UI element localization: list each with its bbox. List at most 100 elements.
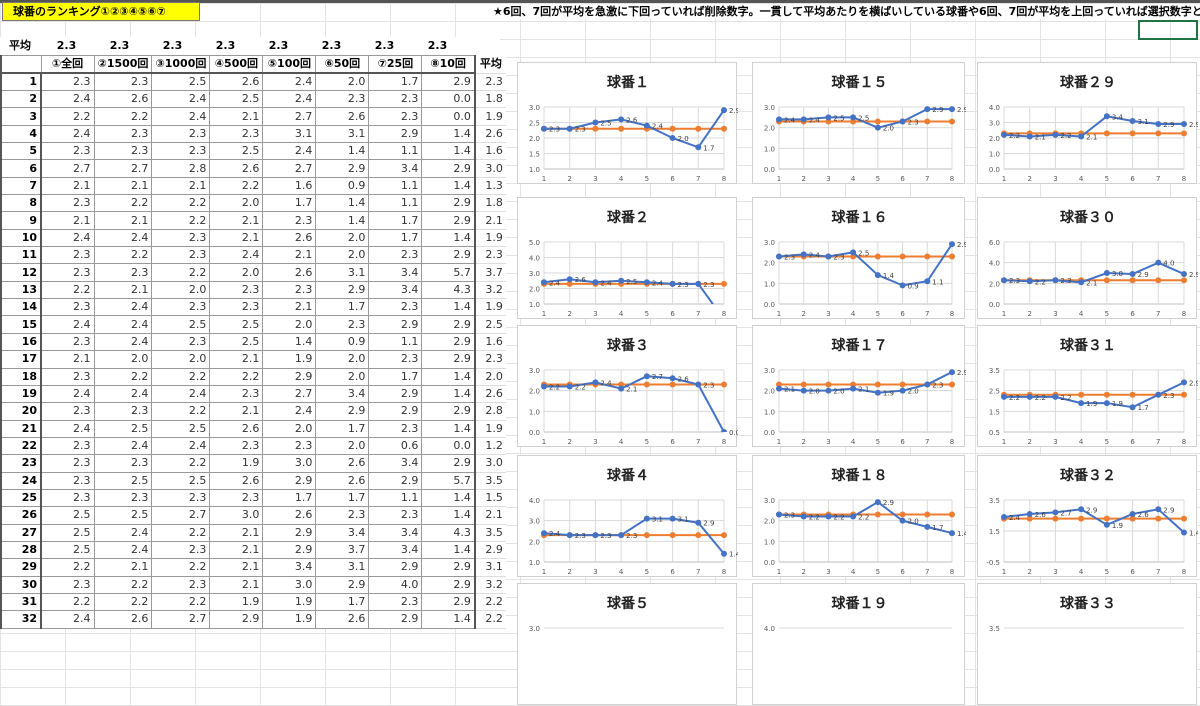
value-cell[interactable]: 2.5 bbox=[40, 506, 95, 525]
value-cell[interactable]: 2.3 bbox=[315, 315, 370, 334]
value-cell[interactable]: 2.2 bbox=[93, 592, 153, 612]
value-cell[interactable]: 2.5 bbox=[209, 142, 264, 161]
value-cell[interactable]: 3.4 bbox=[368, 454, 423, 473]
value-cell[interactable]: 2.6 bbox=[315, 471, 370, 490]
line-chart[interactable]: 球番３ 0.0 1.0 2.0 3.0 1 2 3 4 5 6 7 8 2.2 2.2 2.4 2.1 2.7 2.… bbox=[517, 325, 738, 447]
value-cell[interactable]: 2.3 bbox=[209, 488, 264, 508]
value-cell[interactable]: 1.1 bbox=[368, 176, 423, 196]
value-cell[interactable]: 2.5 bbox=[151, 315, 211, 334]
value-cell[interactable]: 2.1 bbox=[93, 558, 153, 577]
value-cell[interactable]: 2.3 bbox=[315, 89, 370, 109]
value-cell[interactable]: 2.3 bbox=[40, 142, 95, 161]
row-number-cell[interactable]: 7 bbox=[0, 176, 42, 196]
row-number-cell[interactable]: 1 bbox=[0, 72, 42, 91]
value-cell[interactable]: 2.2 bbox=[151, 558, 211, 577]
value-cell[interactable]: 2.1 bbox=[209, 228, 264, 248]
row-average-cell[interactable]: 1.5 bbox=[474, 489, 506, 508]
row-number-cell[interactable]: 9 bbox=[0, 211, 42, 230]
value-cell[interactable]: 5.7 bbox=[421, 263, 476, 282]
value-cell[interactable]: 2.2 bbox=[40, 592, 95, 612]
row-average-cell[interactable]: 3.5 bbox=[474, 472, 506, 490]
value-cell[interactable]: 1.4 bbox=[421, 384, 476, 404]
value-cell[interactable]: 2.0 bbox=[315, 72, 370, 91]
value-cell[interactable]: 2.4 bbox=[93, 436, 153, 456]
row-number-cell[interactable]: 18 bbox=[0, 367, 42, 386]
value-cell[interactable]: 1.7 bbox=[368, 228, 423, 248]
value-cell[interactable]: 1.4 bbox=[421, 506, 476, 525]
row-average-cell[interactable]: 3.5 bbox=[474, 524, 506, 542]
value-cell[interactable]: 1.9 bbox=[262, 350, 317, 369]
value-cell[interactable]: 2.9 bbox=[368, 384, 423, 404]
row-number-cell[interactable]: 29 bbox=[0, 558, 42, 577]
value-cell[interactable]: 1.4 bbox=[315, 142, 370, 161]
value-cell[interactable]: 2.8 bbox=[151, 159, 211, 178]
value-cell[interactable]: 2.7 bbox=[151, 506, 211, 525]
row-number-cell[interactable]: 17 bbox=[0, 350, 42, 369]
value-cell[interactable]: 2.2 bbox=[93, 107, 153, 126]
value-cell[interactable]: 2.3 bbox=[93, 72, 153, 91]
value-cell[interactable]: 2.4 bbox=[209, 246, 264, 265]
value-cell[interactable]: 3.1 bbox=[315, 124, 370, 144]
value-cell[interactable]: 2.3 bbox=[368, 506, 423, 525]
value-cell[interactable]: 2.7 bbox=[262, 384, 317, 404]
value-cell[interactable]: 2.2 bbox=[151, 367, 211, 386]
value-cell[interactable]: 2.2 bbox=[209, 176, 264, 196]
value-cell[interactable]: 3.4 bbox=[368, 159, 423, 178]
value-cell[interactable]: 2.0 bbox=[315, 436, 370, 456]
row-number-cell[interactable]: 13 bbox=[0, 280, 42, 300]
value-cell[interactable]: 2.3 bbox=[262, 436, 317, 456]
value-cell[interactable]: 2.6 bbox=[315, 107, 370, 126]
value-cell[interactable]: 2.4 bbox=[93, 523, 153, 542]
value-cell[interactable]: 2.1 bbox=[151, 176, 211, 196]
value-cell[interactable]: 3.4 bbox=[262, 558, 317, 577]
value-cell[interactable]: 2.2 bbox=[151, 592, 211, 612]
row-number-cell[interactable]: 28 bbox=[0, 540, 42, 560]
column-header[interactable]: 平均 bbox=[474, 55, 506, 74]
row-average-cell[interactable]: 2.2 bbox=[474, 610, 506, 629]
line-chart[interactable]: 球番３２ -0.5 1.5 3.5 1 2 3 4 5 6 7 8 2.4 2.6 2.7 2.9 1.9 2.6… bbox=[977, 455, 1198, 577]
value-cell[interactable]: 2.9 bbox=[421, 159, 476, 178]
value-cell[interactable]: 2.0 bbox=[262, 419, 317, 438]
row-number-cell[interactable]: 31 bbox=[0, 592, 42, 612]
line-chart[interactable]: 球番２９ 0.0 1.0 2.0 3.0 4.0 1 2 3 4 5 6 7 8 2.2 2.1 2.2 2.1 3… bbox=[977, 62, 1198, 184]
value-cell[interactable]: 2.7 bbox=[262, 159, 317, 178]
value-cell[interactable]: 2.6 bbox=[262, 228, 317, 248]
row-average-cell[interactable]: 2.6 bbox=[474, 125, 506, 144]
value-cell[interactable]: 1.1 bbox=[368, 194, 423, 213]
row-number-cell[interactable]: 32 bbox=[0, 610, 42, 629]
value-cell[interactable]: 2.6 bbox=[262, 506, 317, 525]
value-cell[interactable]: 2.3 bbox=[368, 419, 423, 438]
value-cell[interactable]: 1.7 bbox=[368, 72, 423, 91]
value-cell[interactable]: 3.1 bbox=[315, 558, 370, 577]
row-number-cell[interactable]: 22 bbox=[0, 436, 42, 456]
value-cell[interactable]: 2.5 bbox=[93, 506, 153, 525]
value-cell[interactable]: 2.3 bbox=[368, 107, 423, 126]
row-number-cell[interactable]: 11 bbox=[0, 246, 42, 265]
value-cell[interactable]: 2.1 bbox=[209, 211, 264, 230]
value-cell[interactable]: 2.9 bbox=[368, 610, 423, 629]
value-cell[interactable]: 3.4 bbox=[315, 384, 370, 404]
line-chart[interactable]: 球番３０ 0.0 2.0 4.0 6.0 1 2 3 4 5 6 7 8 2.3 2.2 2.3 2.1 3.0 2… bbox=[977, 197, 1198, 319]
row-average-cell[interactable]: 1.2 bbox=[474, 437, 506, 456]
row-number-cell[interactable]: 23 bbox=[0, 454, 42, 473]
value-cell[interactable]: 2.1 bbox=[209, 107, 264, 126]
value-cell[interactable]: 2.0 bbox=[315, 367, 370, 386]
value-cell[interactable]: 1.4 bbox=[421, 610, 476, 629]
value-cell[interactable]: 2.3 bbox=[151, 246, 211, 265]
row-number-cell[interactable]: 20 bbox=[0, 402, 42, 421]
value-cell[interactable]: 2.5 bbox=[151, 419, 211, 438]
value-cell[interactable]: 2.1 bbox=[40, 211, 95, 230]
value-cell[interactable]: 2.3 bbox=[151, 124, 211, 144]
value-cell[interactable]: 1.4 bbox=[421, 540, 476, 560]
value-cell[interactable]: 1.7 bbox=[262, 488, 317, 508]
value-cell[interactable]: 2.1 bbox=[262, 298, 317, 317]
value-cell[interactable]: 0.6 bbox=[368, 436, 423, 456]
row-average-cell[interactable]: 2.0 bbox=[474, 368, 506, 386]
row-average-cell[interactable]: 1.9 bbox=[474, 298, 506, 317]
value-cell[interactable]: 2.1 bbox=[93, 211, 153, 230]
value-cell[interactable]: 1.4 bbox=[421, 367, 476, 386]
value-cell[interactable]: 2.3 bbox=[93, 454, 153, 473]
row-number-cell[interactable]: 19 bbox=[0, 384, 42, 404]
value-cell[interactable]: 2.3 bbox=[40, 436, 95, 456]
value-cell[interactable]: 2.2 bbox=[151, 454, 211, 473]
